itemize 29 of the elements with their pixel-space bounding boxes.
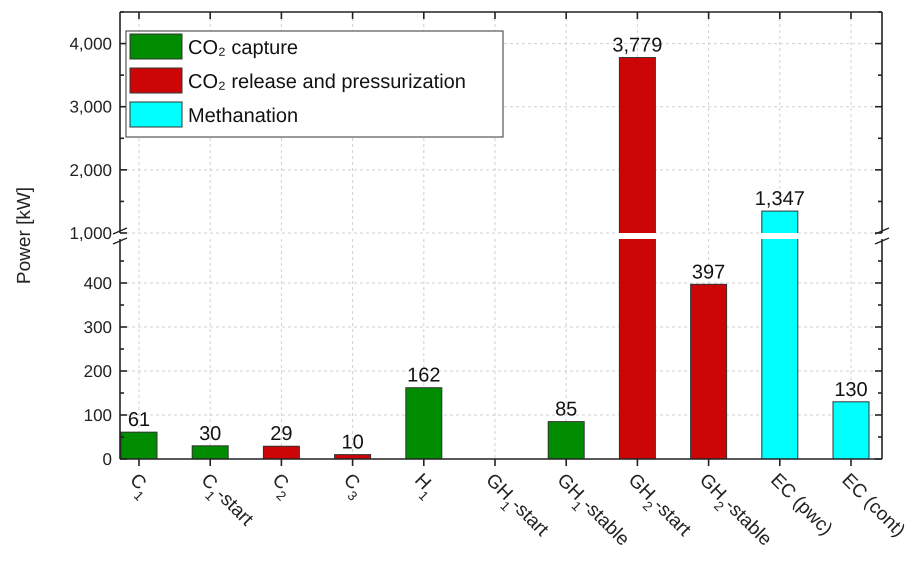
bar — [548, 421, 585, 460]
data-label: 162 — [407, 364, 440, 387]
y-tick-label: 3,000 — [69, 98, 112, 117]
y-tick-label: 4,000 — [69, 34, 112, 54]
data-label: 130 — [834, 378, 868, 401]
bar — [405, 387, 442, 460]
data-label: 61 — [128, 409, 150, 432]
y-tick-label: 0 — [102, 450, 112, 469]
legend-label: Methanation — [188, 105, 298, 127]
data-label: 397 — [692, 261, 726, 284]
legend-label: CO₂ release and pressurization — [188, 71, 466, 93]
data-label: 29 — [270, 423, 293, 446]
y-axis-title: Power [kW] — [14, 186, 35, 284]
y-tick-label: 400 — [84, 274, 112, 293]
y-tick-label: 300 — [84, 318, 112, 337]
bar — [690, 284, 728, 460]
y-tick-label: 200 — [84, 362, 112, 381]
data-label: 85 — [555, 398, 578, 421]
y-tick-label: 1,000 — [69, 224, 112, 243]
data-label: 3,779 — [612, 34, 662, 57]
y-tick-label: 100 — [84, 406, 112, 425]
bar — [832, 401, 870, 460]
y-tick-label: 2,000 — [69, 160, 112, 180]
data-label: 30 — [199, 422, 222, 445]
bar — [120, 432, 158, 460]
legend-label: CO₂ capture — [188, 37, 298, 59]
data-label: 1,347 — [754, 188, 805, 210]
data-label: 10 — [341, 432, 364, 454]
bar — [262, 446, 300, 460]
